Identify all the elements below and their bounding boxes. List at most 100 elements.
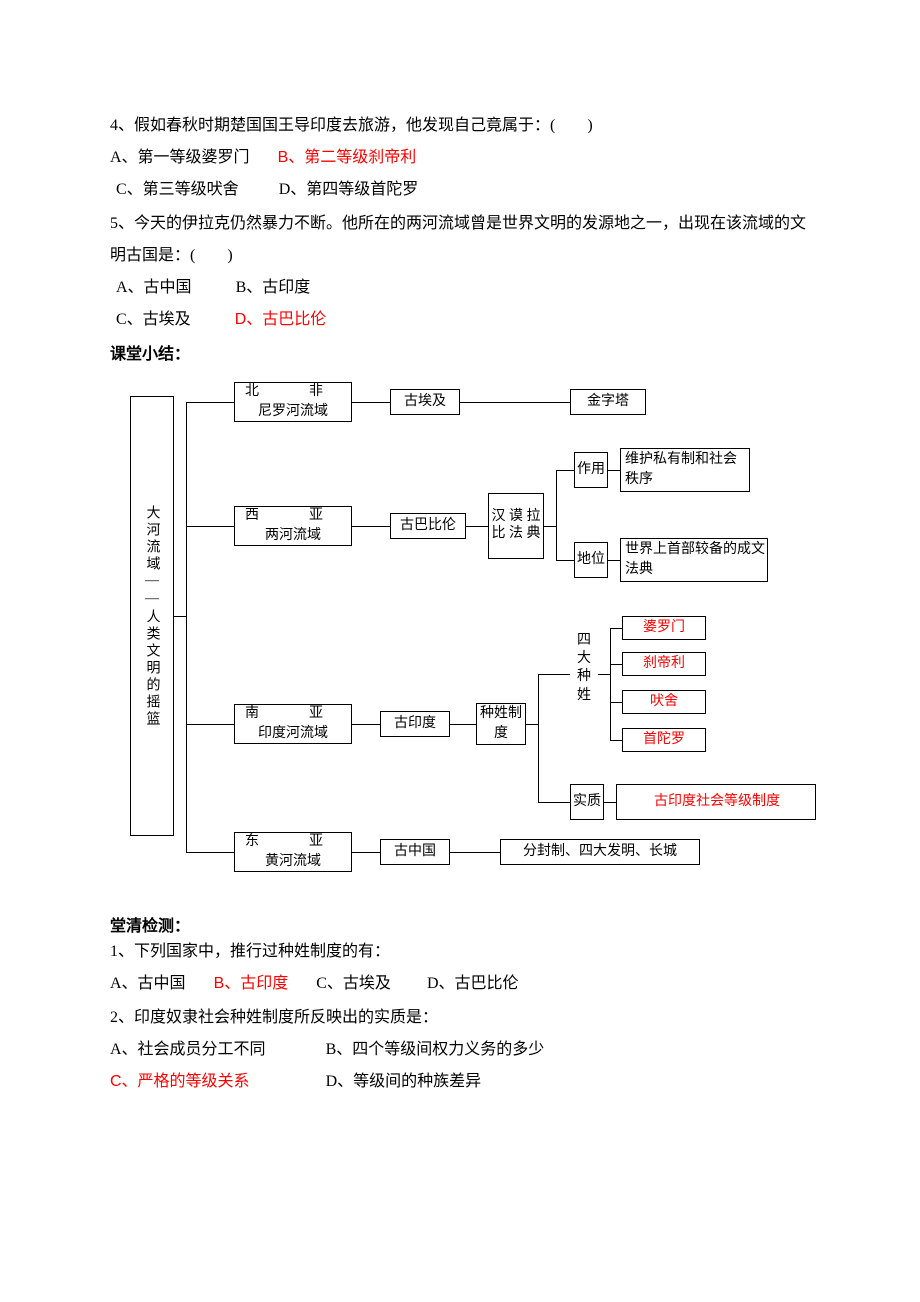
r3-stub (186, 724, 234, 725)
r2-split-v (556, 470, 557, 560)
e2-opt-d: D、等级间的种族差异 (326, 1066, 482, 1098)
r2-status-txt: 世界上首部较备的成文法典 (620, 538, 768, 582)
r2-role-txt-t: 维护私有制和社会秩序 (625, 450, 747, 489)
r3-region-l1: 南 亚 (245, 704, 341, 724)
e1-opt-b: B、古印度 (214, 968, 289, 1000)
r4-c1 (352, 852, 380, 853)
r4-c2 (450, 852, 500, 853)
r3-four-v (610, 628, 611, 740)
r2-role-h2 (608, 470, 620, 471)
r3-region-l2: 印度河流域 (258, 724, 328, 744)
r3-c4-t: 首陀罗 (643, 730, 685, 750)
summary-diagram: 大河流域——人类文明的摇篮 北 非 尼罗河流域 古埃及 金字塔 西 亚 两河流域… (130, 376, 830, 886)
q4-options: A、第一等级婆罗门 B、第二等级刹帝利 (110, 142, 810, 174)
r3-ess-txt: 古印度社会等级制度 (616, 784, 816, 820)
r3-c3-box: 吠舍 (622, 690, 706, 714)
q4-opt-c: C、第三等级吠舍 (116, 174, 239, 206)
r3-ess-txt-t: 古印度社会等级制度 (654, 792, 780, 812)
r2-stub (186, 526, 234, 527)
r3-c1-t: 婆罗门 (643, 618, 685, 638)
r1-stub (186, 402, 234, 403)
r4-items-t: 分封制、四大发明、长城 (523, 842, 677, 862)
e2-opt-b: B、四个等级间权力义务的多少 (326, 1034, 545, 1066)
q4-options-row2: C、第三等级吠舍 D、第四等级首陀罗 (110, 174, 810, 206)
question-5: 5、今天的伊拉克仍然暴力不断。他所在的两河流域曾是世界文明的发源地之一，出现在该… (110, 208, 810, 336)
r3-split-v (538, 674, 539, 802)
r3-c3 (526, 724, 538, 725)
r3-caste-t: 种姓制度 (479, 704, 523, 743)
trunk (186, 402, 187, 852)
r3-c3h (610, 702, 622, 703)
r3-four-lbl: 四大种姓 (576, 632, 592, 705)
r2-code-t: 汉 谟 拉 比 法 典 (491, 509, 541, 543)
r1-item: 金字塔 (570, 389, 646, 415)
q5-opt-b: B、古印度 (236, 272, 311, 304)
q5-stem: 5、今天的伊拉克仍然暴力不断。他所在的两河流域曾是世界文明的发源地之一，出现在该… (110, 208, 810, 272)
root-box: 大河流域——人类文明的摇篮 (130, 396, 174, 836)
r2-role-txt: 维护私有制和社会秩序 (620, 448, 750, 492)
r2-civ-t: 古巴比伦 (400, 516, 456, 536)
r1-c1 (352, 402, 390, 403)
r3-ess-lbl: 实质 (570, 784, 604, 820)
q5-options-row1: A、古中国 B、古印度 (110, 272, 810, 304)
r1-c2 (460, 402, 570, 403)
r3-c1h (610, 628, 622, 629)
r2-region-l1: 西 亚 (245, 506, 341, 526)
q4-opt-d: D、第四等级首陀罗 (279, 174, 419, 206)
r2-region: 西 亚 两河流域 (234, 506, 352, 546)
r4-civ-t: 古中国 (394, 842, 436, 862)
q4-stem: 4、假如春秋时期楚国国王导印度去旅游，他发现自己竟属于：( ) (110, 110, 810, 142)
r3-ess-h (538, 802, 570, 803)
r1-item-t: 金字塔 (587, 392, 629, 412)
e1-options: A、古中国 B、古印度 C、古埃及 D、古巴比伦 (110, 968, 810, 1000)
exam-q1: 1、下列国家中，推行过种姓制度的有： A、古中国 B、古印度 C、古埃及 D、古… (110, 936, 810, 1000)
r4-items: 分封制、四大发明、长城 (500, 839, 700, 865)
r2-c1 (352, 526, 390, 527)
r2-civ: 古巴比伦 (390, 513, 466, 539)
r2-status-h2 (608, 560, 620, 561)
conn-root-trunk (174, 616, 186, 617)
r2-status-h (556, 560, 574, 561)
e1-opt-c: C、古埃及 (316, 968, 391, 1000)
r3-c2-box: 刹帝利 (622, 652, 706, 676)
q5-opt-c: C、古埃及 (116, 304, 191, 336)
r3-civ: 古印度 (380, 711, 450, 737)
r3-four-h2 (598, 674, 610, 675)
r3-ess-lbl-t: 实质 (573, 794, 601, 810)
r3-c2h (610, 664, 622, 665)
r3-region: 南 亚 印度河流域 (234, 704, 352, 744)
r3-caste: 种姓制度 (476, 703, 526, 745)
r1-civ-t: 古埃及 (404, 392, 446, 412)
r3-c2-t: 刹帝利 (643, 654, 685, 674)
r2-role-lbl-t: 作用 (577, 462, 605, 478)
q4-opt-b: B、第二等级刹帝利 (278, 142, 417, 174)
r3-four-h (538, 674, 570, 675)
r2-role-lbl: 作用 (574, 452, 608, 488)
r2-c3 (544, 526, 556, 527)
r2-status-lbl: 地位 (574, 542, 608, 578)
r2-status-lbl-t: 地位 (577, 552, 605, 568)
r1-civ: 古埃及 (390, 389, 460, 415)
r3-civ-t: 古印度 (394, 714, 436, 734)
r4-region-l1: 东 亚 (245, 832, 341, 852)
r4-civ: 古中国 (380, 839, 450, 865)
r1-region: 北 非 尼罗河流域 (234, 382, 352, 422)
root-text: 大河流域——人类文明的摇篮 (142, 505, 163, 728)
r3-c3-t: 吠舍 (650, 692, 678, 712)
document-page: 4、假如春秋时期楚国国王导印度去旅游，他发现自己竟属于：( ) A、第一等级婆罗… (0, 0, 920, 1160)
r3-c4-box: 首陀罗 (622, 728, 706, 752)
r2-c2 (466, 526, 488, 527)
r3-c4h (610, 740, 622, 741)
r4-region: 东 亚 黄河流域 (234, 832, 352, 872)
q5-opt-d: D、古巴比伦 (235, 304, 327, 336)
e2-options-row1: A、社会成员分工不同 B、四个等级间权力义务的多少 (110, 1034, 810, 1066)
q5-opt-a: A、古中国 (116, 272, 192, 304)
e2-opt-a: A、社会成员分工不同 (110, 1034, 266, 1066)
question-4: 4、假如春秋时期楚国国王导印度去旅游，他发现自己竟属于：( ) A、第一等级婆罗… (110, 110, 810, 206)
r2-status-txt-t: 世界上首部较备的成文法典 (625, 540, 765, 579)
summary-title: 课堂小结： (110, 340, 810, 364)
r4-stub (186, 852, 234, 853)
e1-opt-d: D、古巴比伦 (427, 968, 519, 1000)
r3-c2 (450, 724, 476, 725)
r1-region-l2: 尼罗河流域 (258, 402, 328, 422)
